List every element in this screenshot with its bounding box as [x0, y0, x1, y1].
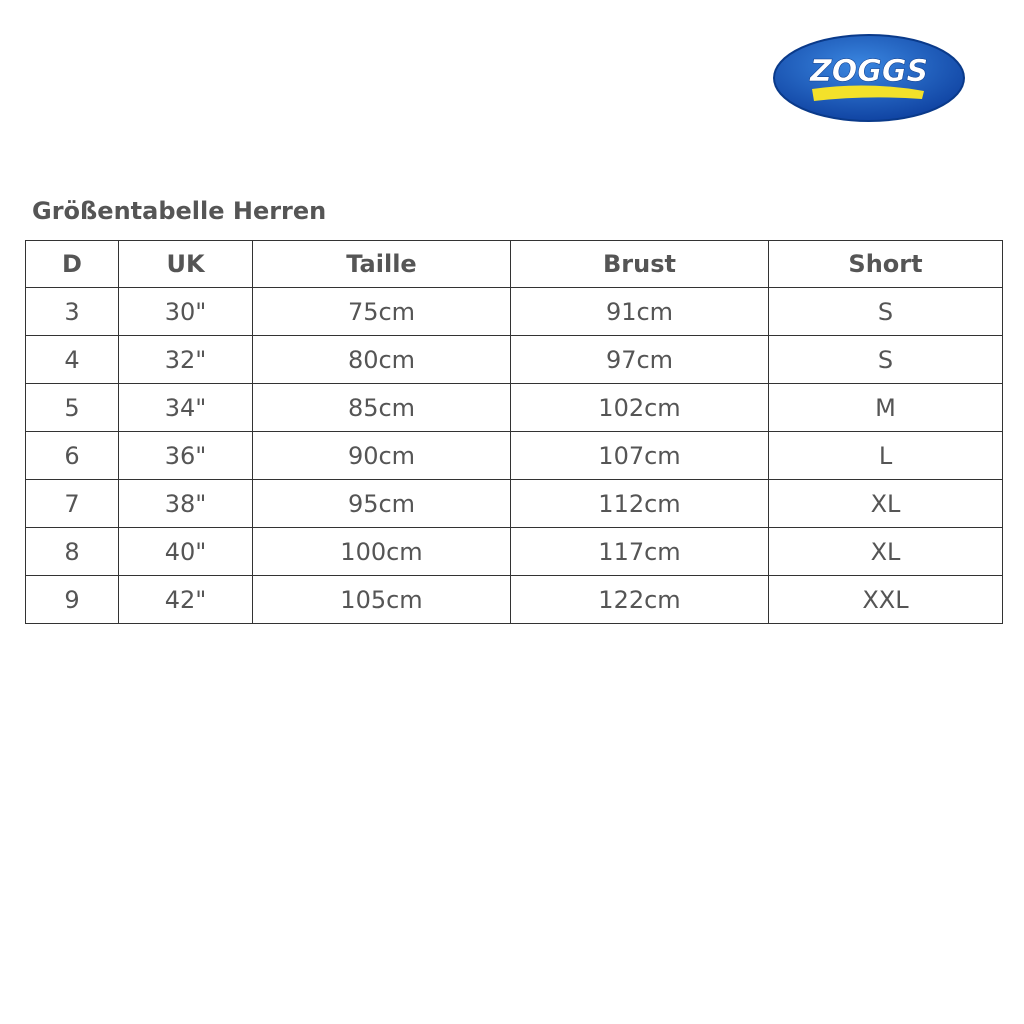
zoggs-logo: ZOGGS: [773, 34, 965, 122]
cell-brust: 122cm: [510, 575, 769, 624]
page-title: Größentabelle Herren: [32, 197, 327, 225]
column-header-short: Short: [768, 240, 1003, 288]
cell-short: S: [768, 287, 1003, 336]
cell-taille: 105cm: [252, 575, 511, 624]
cell-uk: 30": [118, 287, 253, 336]
column-header-brust: Brust: [510, 240, 769, 288]
cell-brust: 117cm: [510, 527, 769, 576]
cell-d: 7: [25, 479, 119, 528]
cell-short: L: [768, 431, 1003, 480]
cell-d: 8: [25, 527, 119, 576]
cell-taille: 90cm: [252, 431, 511, 480]
column-header-d: D: [25, 240, 119, 288]
cell-uk: 40": [118, 527, 253, 576]
table-row: 7 38" 95cm 112cm XL: [25, 479, 1003, 528]
table-row: 8 40" 100cm 117cm XL: [25, 527, 1003, 576]
cell-brust: 91cm: [510, 287, 769, 336]
cell-d: 9: [25, 575, 119, 624]
cell-d: 5: [25, 383, 119, 432]
cell-short: S: [768, 335, 1003, 384]
cell-brust: 97cm: [510, 335, 769, 384]
table-row: 5 34" 85cm 102cm M: [25, 383, 1003, 432]
cell-d: 3: [25, 287, 119, 336]
header-row: D UK Taille Brust Short: [25, 240, 1003, 288]
cell-d: 4: [25, 335, 119, 384]
table-row: 9 42" 105cm 122cm XXL: [25, 575, 1003, 624]
cell-taille: 75cm: [252, 287, 511, 336]
table-row: 6 36" 90cm 107cm L: [25, 431, 1003, 480]
cell-taille: 85cm: [252, 383, 511, 432]
cell-brust: 102cm: [510, 383, 769, 432]
cell-uk: 36": [118, 431, 253, 480]
cell-taille: 100cm: [252, 527, 511, 576]
cell-uk: 32": [118, 335, 253, 384]
cell-brust: 107cm: [510, 431, 769, 480]
cell-brust: 112cm: [510, 479, 769, 528]
column-header-uk: UK: [118, 240, 253, 288]
column-header-taille: Taille: [252, 240, 511, 288]
cell-short: M: [768, 383, 1003, 432]
svg-text:ZOGGS: ZOGGS: [809, 54, 928, 89]
cell-taille: 80cm: [252, 335, 511, 384]
cell-uk: 42": [118, 575, 253, 624]
size-table: D UK Taille Brust Short 3 30" 75cm 91cm S 4 32" 80c…: [25, 240, 1003, 624]
table-row: 3 30" 75cm 91cm S: [25, 287, 1003, 336]
cell-short: XXL: [768, 575, 1003, 624]
cell-short: XL: [768, 527, 1003, 576]
table-row: 4 32" 80cm 97cm S: [25, 335, 1003, 384]
cell-uk: 34": [118, 383, 253, 432]
cell-short: XL: [768, 479, 1003, 528]
cell-uk: 38": [118, 479, 253, 528]
cell-d: 6: [25, 431, 119, 480]
cell-taille: 95cm: [252, 479, 511, 528]
